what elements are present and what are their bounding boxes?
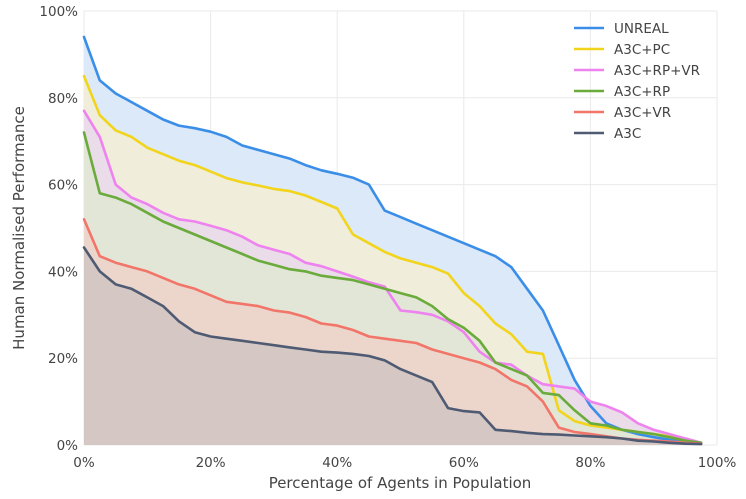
legend-label: UNREAL [614, 21, 669, 37]
line-a3c-vr [82, 218, 703, 446]
line-a3c-rp [82, 131, 703, 445]
legend-label: A3C+PC [614, 42, 670, 58]
legend: UNREAL A3C+PC A3C+RP+VR A3C+RP A3C+VR A3C [574, 21, 700, 142]
y-tick-label: 60% [48, 178, 78, 194]
x-tick-labels: 0% 20% 40% 60% 80% 100% [73, 455, 736, 471]
y-axis-label: Human Normalised Performance [10, 106, 28, 350]
y-tick-labels: 0% 20% 40% 60% 80% 100% [39, 4, 78, 454]
x-tick-label: 0% [73, 455, 95, 471]
series-fills [84, 37, 702, 446]
x-tick-label: 60% [449, 455, 479, 471]
y-tick-label: 0% [57, 438, 79, 454]
line-a3c-pc [82, 74, 703, 445]
y-tick-label: 40% [48, 264, 78, 280]
legend-label: A3C+VR [614, 105, 671, 121]
x-tick-label: 80% [575, 455, 605, 471]
x-tick-label: 40% [322, 455, 352, 471]
y-tick-label: 20% [48, 351, 78, 367]
line-unreal [82, 35, 703, 445]
x-tick-label: 100% [698, 455, 737, 471]
y-tick-label: 80% [48, 91, 78, 107]
y-tick-label: 100% [39, 4, 78, 20]
legend-label: A3C+RP+VR [614, 63, 700, 79]
area-a3c [84, 247, 702, 445]
legend-label: A3C+RP [614, 84, 670, 100]
legend-label: A3C [614, 126, 641, 142]
x-axis-label: Percentage of Agents in Population [269, 474, 532, 492]
x-tick-label: 20% [196, 455, 226, 471]
series-lines [82, 35, 703, 446]
line-a3c-rp-vr [82, 109, 703, 445]
line-a3c [82, 246, 703, 446]
